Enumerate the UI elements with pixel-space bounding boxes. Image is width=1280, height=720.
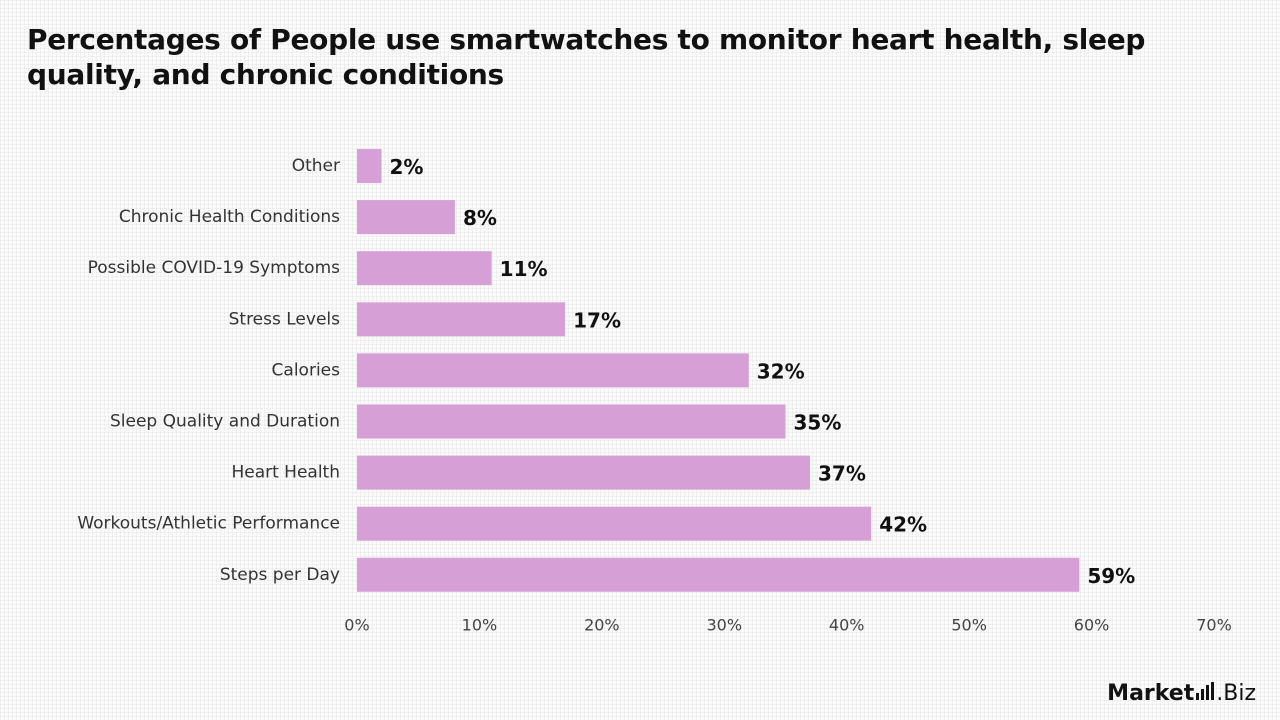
category-label: Stress Levels <box>229 309 341 329</box>
bars-layer <box>357 149 1080 592</box>
x-tick-label: 20% <box>584 616 620 635</box>
category-labels-layer: Other Chronic Health Conditions Possible C… <box>77 156 340 585</box>
logo-text-biz: .Biz <box>1216 681 1256 706</box>
value-label: 8% <box>463 206 497 230</box>
bar <box>357 149 382 183</box>
category-label: Sleep Quality and Duration <box>110 412 340 432</box>
marketbiz-logo: Market .Biz <box>1107 681 1256 706</box>
bar <box>357 353 749 388</box>
value-label: 37% <box>818 462 866 486</box>
bar <box>357 200 455 235</box>
value-label: 32% <box>757 359 805 383</box>
bar <box>357 506 872 541</box>
bar <box>357 455 810 490</box>
value-label: 11% <box>500 257 548 281</box>
x-tick-label: 40% <box>829 616 865 635</box>
category-label: Workouts/Athletic Performance <box>77 514 340 534</box>
bar <box>357 557 1080 592</box>
value-labels-layer: 2% 8% 11% 17% 32% 35% 37% 42% 59% <box>389 155 1135 588</box>
bar-chart-icon <box>1196 682 1215 700</box>
bar <box>357 302 566 337</box>
x-tick-label: 50% <box>951 616 987 635</box>
category-label: Chronic Health Conditions <box>119 207 340 227</box>
category-label: Possible COVID-19 Symptoms <box>88 258 341 278</box>
category-label: Steps per Day <box>220 565 340 585</box>
bar <box>357 404 786 439</box>
value-label: 42% <box>879 513 927 537</box>
x-tick-label: 30% <box>707 616 743 635</box>
x-tick-label: 70% <box>1196 616 1232 635</box>
logo-text-market: Market <box>1107 681 1195 706</box>
category-label: Calories <box>272 360 341 380</box>
category-label: Heart Health <box>231 463 340 483</box>
chart-title: Percentages of People use smartwatches t… <box>27 23 1146 91</box>
bar <box>357 251 492 286</box>
value-label: 59% <box>1087 564 1135 588</box>
value-label: 17% <box>573 308 621 332</box>
value-label: 35% <box>794 411 842 435</box>
x-tick-label: 10% <box>462 616 498 635</box>
x-tick-label: 60% <box>1074 616 1110 635</box>
x-tick-label: 0% <box>344 616 369 635</box>
value-label: 2% <box>389 155 423 179</box>
category-label: Other <box>292 156 340 176</box>
x-axis-ticks-layer: 0% 10% 20% 30% 40% 50% 60% 70% <box>344 616 1231 635</box>
